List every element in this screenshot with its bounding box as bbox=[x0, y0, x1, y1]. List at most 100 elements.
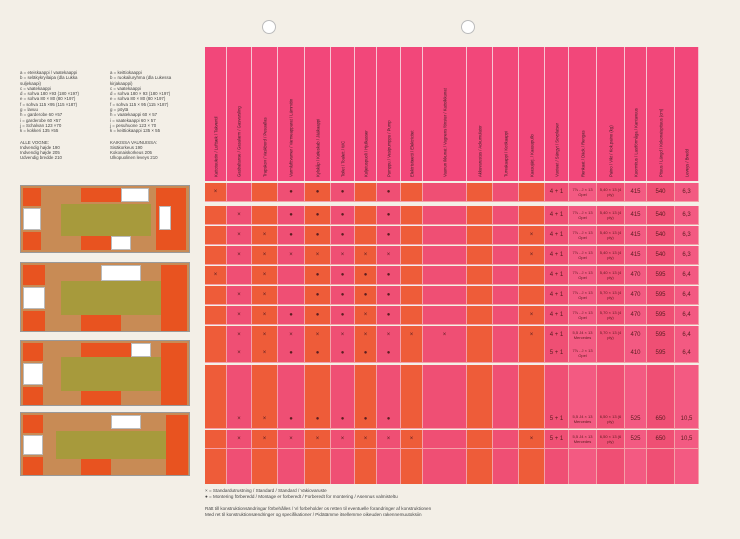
legend-line: h = vaatekaappi 60 × 57 bbox=[110, 112, 158, 118]
table-cell: 540 bbox=[647, 183, 675, 202]
table-cell bbox=[423, 410, 467, 429]
table-cell: × bbox=[305, 326, 331, 345]
table-filler bbox=[401, 365, 423, 410]
table-cell: × bbox=[401, 326, 423, 345]
column-header-label: Vuoteet / Sängyt / Sovplatser bbox=[554, 122, 559, 177]
legend-line: j = Schalvan 123 ×70 bbox=[20, 122, 62, 128]
column-header: Gasbaltanse / Gasalarm / Gasvarsling bbox=[227, 47, 252, 181]
column-header: Kuormitus / Lastförmåga / Kantavuus bbox=[625, 47, 647, 181]
table-cell: ● bbox=[278, 206, 305, 225]
table-filler bbox=[675, 365, 699, 410]
table-cell bbox=[401, 183, 423, 202]
table-cell: ● bbox=[305, 266, 331, 285]
table-cell bbox=[205, 286, 227, 305]
table-cell: ● bbox=[355, 410, 377, 429]
column-header: Kuljetuspuoli / Hjulkasser bbox=[355, 47, 377, 181]
table-cell: × bbox=[377, 246, 401, 265]
table-cell: × bbox=[227, 226, 252, 245]
table-cell: 6,4 bbox=[675, 306, 699, 325]
table-filler bbox=[252, 449, 278, 484]
table-cell bbox=[205, 226, 227, 245]
karkessa-title: KAIKISSA VAUNUISSA: bbox=[110, 139, 158, 145]
column-header: Paino / Vikt / Kok.paino (kg) bbox=[597, 47, 625, 181]
table-filler bbox=[278, 449, 305, 484]
table-cell: 470 bbox=[625, 286, 647, 305]
footer-line: ● = Montering förberedd / Montage er for… bbox=[205, 494, 398, 499]
column-header: Pituus / Längd / Kokonaispituus (cm) bbox=[647, 47, 675, 181]
table-cell: ● bbox=[331, 410, 355, 429]
table-row: × × ● ● ● × ● × 4 + 1 7⅞ - J × 13 Opel 5,70 × 13 (… bbox=[205, 306, 719, 325]
table-cell: ● bbox=[377, 306, 401, 325]
table-cell: 5,5 J4 × 13 Mercedes bbox=[569, 410, 597, 429]
table-cell: ● bbox=[305, 226, 331, 245]
column-header-label: Kaasujärj. / Kaasupullo bbox=[529, 134, 534, 177]
table-cell bbox=[493, 410, 519, 429]
table-cell bbox=[467, 226, 493, 245]
table-cell: 5,40 × 13 (4 ply) bbox=[597, 266, 625, 285]
table-cell: ● bbox=[278, 226, 305, 245]
table-cell: 470 bbox=[625, 266, 647, 285]
legend-line: b = ruokailuryhma (dla Lukessa bbox=[110, 75, 172, 81]
table-cell: ● bbox=[331, 266, 355, 285]
binder-hole-right bbox=[461, 20, 475, 34]
column-header: Akkuvarustus / Ackumulator bbox=[467, 47, 493, 181]
table-row: × ● ● ● ● 4 + 1 7⅞ - J × 13 Opel 5,40 × 13 (4 p… bbox=[205, 183, 719, 202]
table-cell: 650 bbox=[647, 410, 675, 429]
table-cell: 6,4 bbox=[675, 344, 699, 363]
table-cell: 5,40 × 13 (4 ply) bbox=[597, 246, 625, 265]
legend-line: h = garderobe 60 ×57 bbox=[20, 112, 63, 118]
table-cell bbox=[227, 266, 252, 285]
table-cell: ● bbox=[331, 183, 355, 202]
footer-line: Med ret til konstruktionsændringer og sp… bbox=[205, 512, 422, 517]
table-cell bbox=[467, 206, 493, 225]
footer-line: × = Standardutrustning / Standard / Stan… bbox=[205, 488, 327, 493]
table-cell: 650 bbox=[647, 430, 675, 449]
table-cell: 4 + 1 bbox=[545, 266, 569, 285]
table-cell: 525 bbox=[625, 410, 647, 429]
legend-line: e = sohva 80 × 80 (80 ×197) bbox=[20, 96, 76, 102]
table-cell: 5,70 × 13 (4 ply) bbox=[597, 286, 625, 305]
table-cell: × bbox=[278, 326, 305, 345]
table-cell: 6,4 bbox=[675, 266, 699, 285]
table-filler bbox=[493, 449, 519, 484]
table-cell bbox=[493, 206, 519, 225]
column-header-label: Akkuvarustus / Ackumulator bbox=[477, 125, 482, 177]
table-filler bbox=[331, 449, 355, 484]
table-cell bbox=[467, 430, 493, 449]
legend-line: Kokonaiskorkeus 205 bbox=[110, 150, 152, 156]
table-filler bbox=[377, 449, 401, 484]
table-cell: 410 bbox=[625, 344, 647, 363]
table-filler bbox=[625, 365, 647, 410]
table-cell bbox=[467, 410, 493, 429]
legend-list-a: a = eteiskaappi / vaatekaappi b = seläky… bbox=[20, 70, 100, 161]
legend-line: c = vaatekaappi bbox=[110, 85, 141, 91]
table-cell bbox=[519, 410, 545, 429]
legend-line: i = garderobe 60 ×57 bbox=[20, 117, 61, 123]
table-cell: 595 bbox=[647, 326, 675, 345]
legend-line: e = sohva 80 × 80 (80 ×197) bbox=[110, 96, 166, 102]
table-row: × × ● ● ● ● 4 + 1 7⅞ - J × 13 Opel 5,40 × 13 (4 … bbox=[205, 266, 719, 285]
column-header-label: Kuormitus / Lastförmåga / Kantavuus bbox=[633, 108, 638, 177]
table-cell: 7⅞ - J × 13 Opel bbox=[569, 206, 597, 225]
table-cell: 7⅞ - J × 13 Opel bbox=[569, 306, 597, 325]
table-filler bbox=[355, 449, 377, 484]
table-cell bbox=[278, 286, 305, 305]
table-cell bbox=[519, 344, 545, 363]
table-cell bbox=[205, 306, 227, 325]
column-header: Vuoteet / Sängyt / Sovplatser bbox=[545, 47, 569, 181]
table-filler bbox=[647, 449, 675, 484]
table-cell bbox=[423, 430, 467, 449]
legend-line: i = vaatekaappi 60 × 57 bbox=[110, 117, 156, 123]
table-cell: ● bbox=[331, 206, 355, 225]
legend-line: a = eteiskaappi / vaatekaappi bbox=[20, 70, 77, 75]
column-header-label: Turvakaappi / Kotikaappi bbox=[503, 131, 508, 177]
column-header-label: Toilet / Toalett / WC bbox=[340, 141, 345, 177]
table-cell bbox=[205, 410, 227, 429]
column-header-label: Trapskov / Vaskbord / Pesuallas bbox=[262, 117, 267, 177]
column-header-label: Pituus / Längd / Kokonaispituus (cm) bbox=[658, 108, 663, 177]
table-cell: 4 + 1 bbox=[545, 226, 569, 245]
column-header-label: Kuljetuspuoli / Hjulkasser bbox=[363, 130, 368, 177]
binder-hole-left bbox=[262, 20, 276, 34]
table-cell: 415 bbox=[625, 206, 647, 225]
